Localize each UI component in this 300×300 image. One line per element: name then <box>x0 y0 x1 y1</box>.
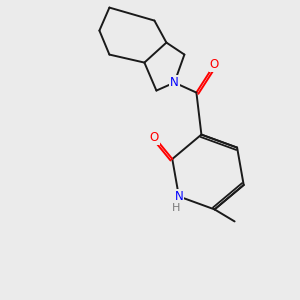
Text: N: N <box>175 190 183 203</box>
Text: N: N <box>170 76 179 89</box>
Text: H: H <box>172 203 180 213</box>
Text: O: O <box>150 130 159 143</box>
Text: O: O <box>210 58 219 71</box>
